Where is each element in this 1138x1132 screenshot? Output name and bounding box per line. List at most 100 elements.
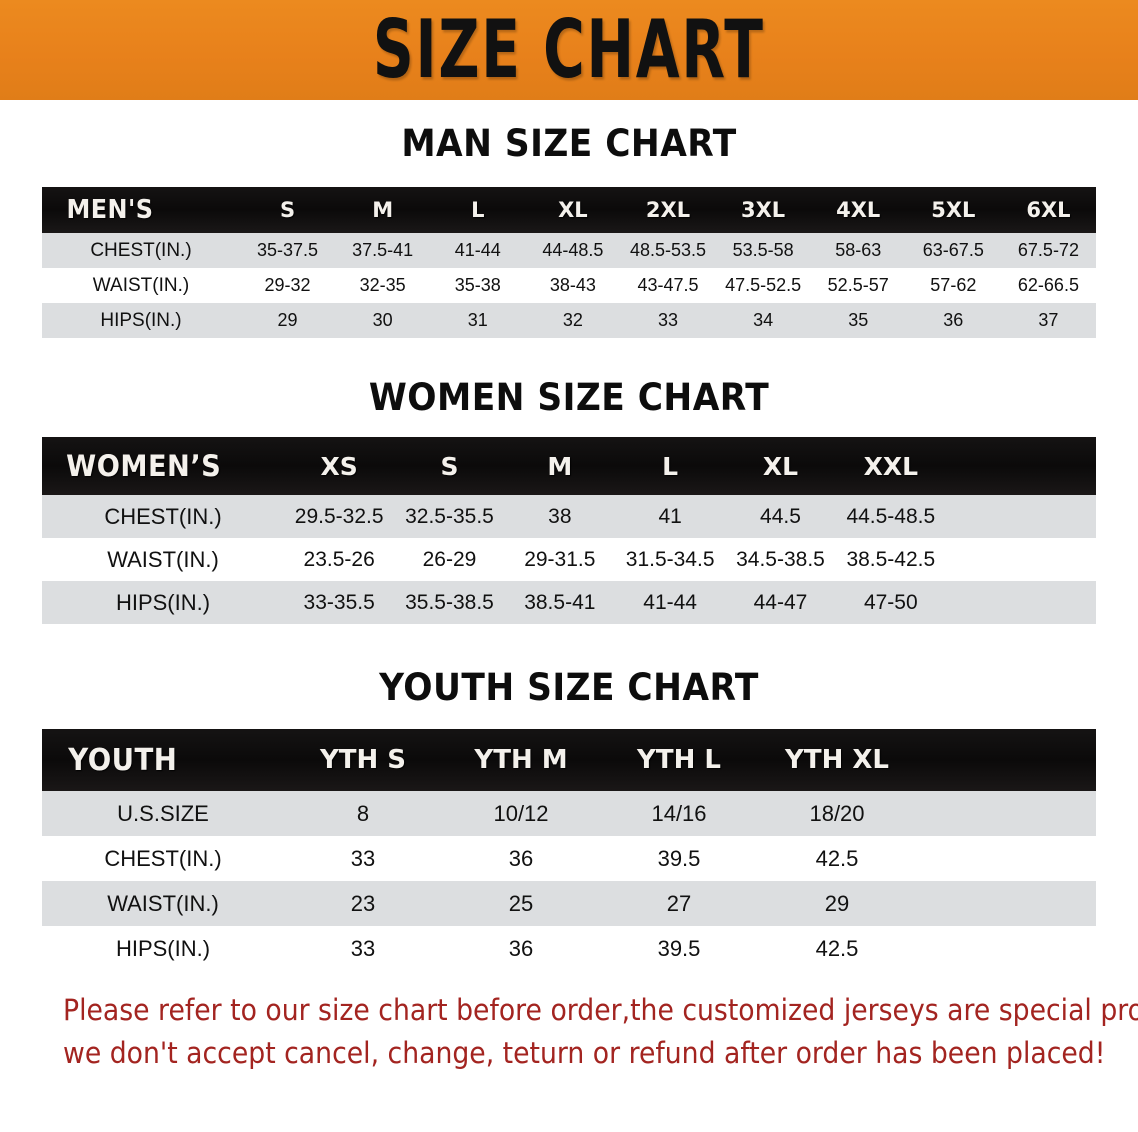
youth-col-header-xl: YTH XL: [785, 745, 889, 775]
men-waist-4xl: 52.5-57: [827, 275, 889, 295]
youth-waist-l: 27: [666, 890, 692, 916]
women-col-header-l: L: [662, 451, 679, 481]
table-row: WAIST(IN.) 23.5-26 26-29 29-31.5 31.5-34…: [42, 538, 1096, 581]
women-row-label-waist: WAIST(IN.): [107, 546, 219, 572]
table-row: HIPS(IN.) 29 30 31 32 33 34 35 36 37: [42, 303, 1096, 338]
men-chest-4xl: 58-63: [835, 240, 882, 260]
youth-waist-m: 25: [508, 890, 534, 916]
youth-row-label-hips: HIPS(IN.): [115, 935, 211, 961]
men-chest-5xl: 63-67.5: [922, 240, 984, 260]
women-hips-xxl: 47-50: [863, 590, 918, 614]
men-hips-5xl: 36: [943, 310, 964, 330]
page-title: SIZE CHART: [373, 2, 765, 97]
men-chest-m: 37.5-41: [352, 240, 414, 260]
women-section-title: WOMEN SIZE CHART: [368, 376, 770, 419]
table-row: CHEST(IN.) 29.5-32.5 32.5-35.5 38 41 44.…: [42, 495, 1096, 538]
men-table-body: CHEST(IN.) 35-37.5 37.5-41 41-44 44-48.5…: [42, 233, 1096, 338]
youth-row-label-us-size: U.S.SIZE: [117, 800, 209, 826]
youth-col-header-m: YTH M: [474, 745, 568, 775]
youth-hips-s: 33: [350, 935, 376, 961]
women-header-row: WOMEN’S XS S M L XL XXL: [42, 437, 1096, 495]
man-section-title: MAN SIZE CHART: [401, 122, 737, 165]
youth-us-size-xl: 18/20: [809, 800, 865, 826]
disclaimer-line-2: we don't accept cancel, change, teturn o…: [63, 1035, 1106, 1070]
men-col-header-m: M: [372, 198, 394, 222]
men-col-header-2xl: 2XL: [645, 198, 691, 222]
women-hips-spacer: [946, 581, 1096, 624]
women-col-header-s: S: [440, 451, 459, 481]
women-chest-xs: 29.5-32.5: [294, 504, 384, 528]
women-waist-xxl: 38.5-42.5: [846, 547, 936, 571]
men-waist-6xl: 62-66.5: [1017, 275, 1079, 295]
men-row-label-hips: HIPS(IN.): [100, 309, 182, 331]
women-waist-s: 26-29: [422, 547, 477, 571]
disclaimer-line-1: Please refer to our size chart before or…: [63, 993, 1138, 1027]
youth-hips-m: 36: [508, 935, 534, 961]
men-col-header-4xl: 4XL: [836, 198, 881, 222]
men-chest-xl: 44-48.5: [542, 240, 604, 260]
women-col-header-xl: XL: [762, 451, 799, 481]
youth-header-row: YOUTH YTH S YTH M YTH L YTH XL: [42, 729, 1096, 791]
men-header-row: MEN'S S M L XL 2XL 3XL 4XL 5XL 6XL: [42, 187, 1096, 233]
men-waist-l: 35-38: [454, 275, 501, 295]
table-row: WAIST(IN.) 23 25 27 29: [42, 881, 1096, 926]
men-hips-3xl: 34: [753, 310, 774, 330]
table-row: WAIST(IN.) 29-32 32-35 35-38 38-43 43-47…: [42, 268, 1096, 303]
youth-chest-xl: 42.5: [815, 845, 859, 871]
women-waist-m: 29-31.5: [524, 547, 596, 571]
youth-waist-spacer: [916, 881, 1096, 926]
men-corner-label: MEN'S: [66, 195, 154, 225]
men-waist-xl: 38-43: [549, 275, 596, 295]
women-waist-xl: 34.5-38.5: [736, 547, 825, 571]
men-hips-2xl: 33: [657, 310, 678, 330]
women-col-header-xs: XS: [320, 451, 358, 481]
youth-col-header-spacer: [916, 729, 1096, 791]
youth-corner-label: YOUTH: [68, 742, 178, 778]
men-chest-6xl: 67.5-72: [1017, 240, 1079, 260]
women-row-label-chest: CHEST(IN.): [104, 503, 222, 529]
youth-waist-xl: 29: [824, 890, 850, 916]
men-col-header-6xl: 6XL: [1026, 198, 1071, 222]
men-col-header-xl: XL: [558, 198, 588, 222]
men-chest-l: 41-44: [454, 240, 501, 260]
women-hips-m: 38.5-41: [524, 590, 596, 614]
men-col-header-3xl: 3XL: [741, 198, 786, 222]
men-size-table: MEN'S S M L XL 2XL 3XL 4XL 5XL 6XL CHEST…: [42, 187, 1096, 338]
women-hips-s: 35.5-38.5: [405, 590, 494, 614]
men-hips-4xl: 35: [848, 310, 869, 330]
women-col-header-m: M: [547, 451, 573, 481]
women-col-header-xxl: XXL: [863, 451, 919, 481]
men-col-header-5xl: 5XL: [931, 198, 976, 222]
men-chest-3xl: 53.5-58: [732, 240, 794, 260]
women-chest-spacer: [946, 495, 1096, 538]
men-chest-s: 35-37.5: [257, 240, 319, 260]
youth-chest-m: 36: [508, 845, 534, 871]
women-hips-xl: 44-47: [753, 590, 808, 614]
youth-chest-spacer: [916, 836, 1096, 881]
table-row: HIPS(IN.) 33-35.5 35.5-38.5 38.5-41 41-4…: [42, 581, 1096, 624]
men-waist-m: 32-35: [359, 275, 406, 295]
men-row-label-waist: WAIST(IN.): [92, 274, 190, 296]
men-waist-s: 29-32: [264, 275, 311, 295]
youth-table-header: YOUTH YTH S YTH M YTH L YTH XL: [42, 729, 1096, 791]
men-waist-2xl: 43-47.5: [637, 275, 699, 295]
youth-us-size-s: 8: [356, 800, 370, 826]
youth-size-table: YOUTH YTH S YTH M YTH L YTH XL U.S.SIZE …: [42, 729, 1096, 971]
women-chest-m: 38: [548, 504, 572, 528]
youth-table-body: U.S.SIZE 8 10/12 14/16 18/20 CHEST(IN.) …: [42, 791, 1096, 971]
youth-hips-xl: 42.5: [815, 935, 859, 961]
men-col-header-s: S: [279, 198, 296, 222]
table-row: CHEST(IN.) 35-37.5 37.5-41 41-44 44-48.5…: [42, 233, 1096, 268]
youth-us-size-l: 14/16: [651, 800, 707, 826]
men-hips-m: 30: [372, 310, 393, 330]
disclaimer-note: Please refer to our size chart before or…: [63, 989, 1138, 1075]
youth-hips-spacer: [916, 926, 1096, 971]
youth-row-label-waist: WAIST(IN.): [107, 890, 219, 916]
men-row-label-chest: CHEST(IN.): [90, 239, 192, 261]
youth-us-size-m: 10/12: [493, 800, 549, 826]
women-col-header-spacer: [946, 437, 1096, 495]
page-banner: SIZE CHART: [0, 0, 1138, 100]
men-hips-l: 31: [467, 310, 488, 330]
youth-chest-l: 39.5: [657, 845, 701, 871]
youth-col-header-l: YTH L: [637, 745, 721, 775]
